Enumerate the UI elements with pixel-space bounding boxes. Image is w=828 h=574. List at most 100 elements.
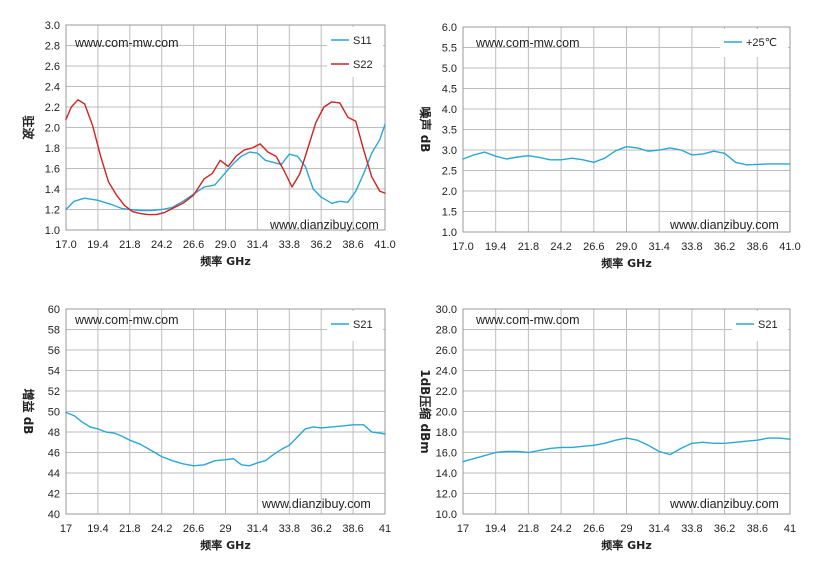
y-tick-label: 2.0	[442, 186, 457, 198]
legend: S21	[327, 311, 383, 341]
plot-frame	[462, 308, 791, 515]
y-tick-label: 5.5	[442, 43, 457, 55]
x-tick-label: 26.6	[183, 523, 204, 535]
y-tick-label: 1.0	[45, 225, 60, 237]
y-tick-label: 12.0	[436, 489, 457, 501]
series-line-S21	[65, 411, 386, 467]
y-tick-label: 42	[48, 489, 60, 501]
x-tick-label: 36.2	[310, 239, 331, 251]
x-tick-label: 17.0	[452, 241, 473, 253]
y-tick-label: 14.0	[436, 468, 457, 480]
y-tick-label: 6.0	[442, 22, 457, 34]
y-tick-label: 46	[48, 448, 60, 460]
x-tick-label: 26.6	[583, 241, 604, 253]
y-axis-title: 噪声 dB	[418, 107, 433, 153]
x-tick-label: 29	[219, 523, 231, 535]
y-tick-label: 2.8	[45, 41, 60, 53]
y-tick-label: 26.0	[436, 345, 457, 357]
y-tick-label: 5.0	[442, 63, 457, 75]
x-axis-title: 频率 GHz	[200, 254, 250, 268]
x-tick-label: 36.2	[310, 523, 331, 535]
series-line-S21	[462, 437, 791, 463]
x-axis-title: 频率 GHz	[601, 538, 651, 552]
legend-box	[720, 29, 788, 57]
x-tick-label: 29.0	[215, 239, 236, 251]
legend: S21	[732, 311, 788, 341]
y-tick-label: 52	[48, 386, 60, 398]
legend-box	[732, 311, 788, 341]
y-tick-label: 1.4	[45, 184, 60, 196]
x-tick-label: 33.8	[681, 241, 702, 253]
y-tick-label: 2.0	[45, 123, 60, 135]
chart-panel-3: 40 42 44 46 48 50 52 54 56 58 60 17 19.4 21.8 24.2 26.6…	[21, 304, 391, 552]
x-tick-label: 36.2	[714, 241, 735, 253]
y-tick-label: 24.0	[436, 366, 457, 378]
x-tick-label: 31.4	[247, 239, 268, 251]
x-tick-label: 19.4	[485, 523, 506, 535]
y-tick-label: 4.0	[442, 104, 457, 116]
legend-label: +25℃	[746, 37, 777, 49]
x-tick-label: 29.0	[616, 241, 637, 253]
x-tick-label: 38.6	[342, 239, 363, 251]
x-tick-label: 29	[620, 523, 632, 535]
watermark-top: www.com-mw.com	[475, 36, 579, 50]
x-tick-label: 41	[379, 523, 391, 535]
legend: S11 S22	[327, 27, 383, 77]
x-tick-label: 21.8	[518, 523, 539, 535]
x-tick-label: 24.2	[151, 239, 172, 251]
x-tick-label: 33.8	[279, 523, 300, 535]
x-tick-label: 31.4	[648, 523, 669, 535]
x-tick-label: 21.8	[518, 241, 539, 253]
y-axis-title: 驻波	[21, 115, 36, 140]
y-tick-label: 60	[48, 304, 60, 316]
x-tick-label: 19.4	[485, 241, 506, 253]
y-tick-label: 2.4	[45, 82, 60, 94]
watermark-bottom: www.dianzibuy.com	[669, 218, 779, 232]
x-tick-label: 19.4	[87, 239, 108, 251]
x-axis-title: 频率 GHz	[601, 256, 651, 270]
y-tick-label: 4.5	[442, 84, 457, 96]
plot-frame	[65, 308, 386, 515]
y-tick-label: 3.5	[442, 125, 457, 137]
x-tick-label: 38.6	[747, 241, 768, 253]
x-tick-label: 26.6	[183, 239, 204, 251]
watermark-bottom: www.dianzibuy.com	[261, 497, 371, 511]
chart-panel-2: 1.0 1.5 2.0 2.5 3.0 3.5 4.0 4.5 5.0 5.5 6.0 17.0 19.…	[418, 22, 801, 270]
x-tick-label: 31.4	[247, 523, 268, 535]
legend-label: S11	[353, 35, 372, 47]
watermark-top: www.com-mw.com	[475, 313, 579, 327]
y-tick-label: 3.0	[45, 20, 60, 32]
y-tick-label: 20.0	[436, 407, 457, 419]
chart-panel-4: 10.0 12.0 14.0 16.0 18.0 20.0 22.0 24.0 26.0 28.0…	[418, 304, 796, 552]
watermark-bottom: www.dianzibuy.com	[669, 497, 779, 511]
y-axis-title: 增益 dB	[21, 389, 36, 435]
x-tick-label: 17.0	[55, 239, 76, 251]
y-tick-label: 44	[48, 468, 60, 480]
x-tick-label: 17	[60, 523, 72, 535]
plot-frame	[462, 26, 791, 233]
y-tick-label: 1.2	[45, 205, 60, 217]
y-tick-label: 1.6	[45, 164, 60, 176]
x-tick-label: 31.4	[648, 241, 669, 253]
x-tick-label: 24.2	[550, 523, 571, 535]
y-tick-label: 50	[48, 407, 60, 419]
y-tick-label: 28.0	[436, 325, 457, 337]
legend-label: S22	[353, 59, 373, 71]
y-tick-label: 30.0	[436, 304, 457, 316]
chart-panel-1: 1.0 1.2 1.4 1.6 1.8 2.0 2.2 2.4 2.6 2.8 3.0 17.0 19.…	[21, 20, 396, 268]
x-tick-label: 41.0	[374, 239, 395, 251]
x-tick-label: 41.0	[779, 241, 800, 253]
y-tick-label: 1.8	[45, 143, 60, 155]
y-tick-label: 54	[48, 366, 60, 378]
y-tick-label: 2.5	[442, 166, 457, 178]
series-line-+25℃	[462, 145, 791, 166]
y-axis-title: 1dB压缩 dBm	[418, 369, 433, 454]
y-tick-label: 3.0	[442, 145, 457, 157]
x-tick-label: 24.2	[550, 241, 571, 253]
y-tick-label: 1.5	[442, 207, 457, 219]
grid	[462, 26, 791, 233]
y-tick-label: 58	[48, 325, 60, 337]
x-tick-label: 21.8	[119, 239, 140, 251]
y-tick-label: 2.2	[45, 102, 60, 114]
